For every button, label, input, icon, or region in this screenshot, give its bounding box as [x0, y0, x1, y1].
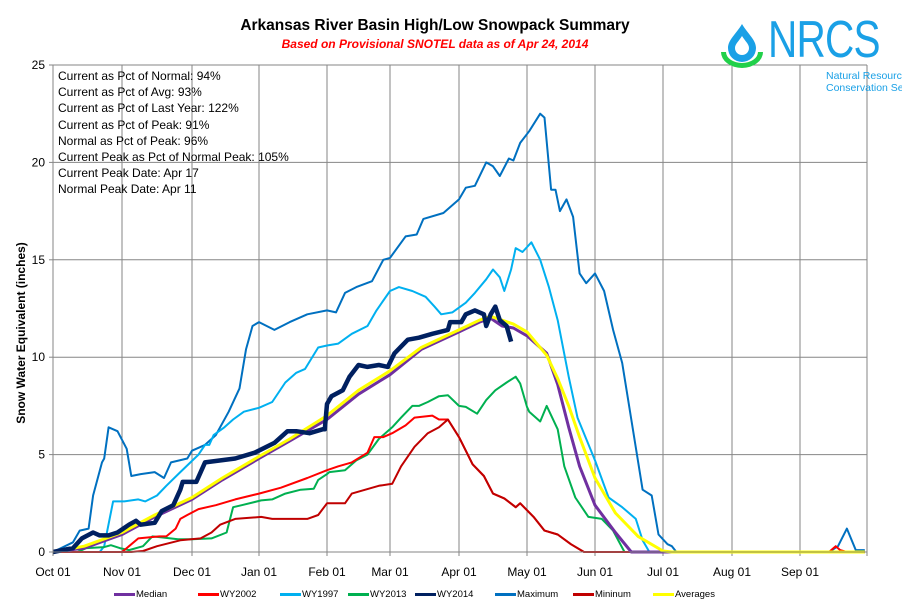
y-tick-label: 5 [38, 448, 45, 462]
x-tick-label: Apr 01 [441, 565, 477, 579]
stat-pct-last-year: Current as Pct of Last Year: 122% [58, 101, 239, 116]
legend-item-wy2014: WY2014 [415, 589, 473, 600]
y-tick-label: 20 [32, 155, 46, 169]
legend-item-averages: Averages [653, 589, 715, 600]
legend-item-wy2002: WY2002 [198, 589, 256, 600]
x-tick-label: Sep 01 [781, 565, 819, 579]
legend-label: WY1997 [302, 589, 339, 600]
water-drop-icon [721, 24, 763, 68]
legend-item-mininum: Mininum [573, 589, 631, 600]
legend-label: WY2002 [220, 589, 257, 600]
y-tick-label: 0 [38, 545, 45, 559]
legend-swatch [348, 593, 369, 596]
series-lines [52, 112, 865, 555]
legend-item-maximum: Maximum [495, 589, 558, 600]
legend-label: Median [136, 589, 168, 600]
axes: 0 5 10 15 20 25 Oct 01 Nov 01 Dec 01 Jan 01 Feb 01… [32, 58, 867, 579]
logo-line2: Conservation Service [826, 82, 902, 94]
logo-line1: Natural Resources [826, 70, 902, 82]
y-tick-label: 25 [32, 58, 46, 72]
stat-normal-pct-peak: Normal as Pct of Peak: 96% [58, 133, 209, 148]
x-tick-label: Dec 01 [173, 565, 211, 579]
x-tick-label: Jun 01 [577, 565, 613, 579]
nrcs-logo: NRCS Natural Resources Conservation Serv… [715, 11, 902, 98]
y-tick-label: 15 [32, 253, 46, 267]
x-tick-label: Nov 01 [103, 565, 141, 579]
x-tick-label: Oct 01 [35, 565, 71, 579]
stat-normal-peak-date: Normal Peak Date: Apr 11 [58, 182, 197, 197]
legend-swatch [653, 593, 674, 596]
series-line-median [52, 316, 865, 554]
legend-label: WY2014 [437, 589, 474, 600]
series-line-maximum [52, 112, 865, 553]
series-line-wy2014 [52, 304, 514, 555]
legend-label: Maximum [517, 589, 559, 600]
logo-wordmark: NRCS [768, 11, 881, 69]
y-axis-label: Snow Water Equivalent (inches) [14, 242, 28, 424]
series-line-wy1997 [53, 241, 865, 553]
gridlines [52, 64, 868, 556]
chart-subtitle: Based on Provisional SNOTEL data as of A… [281, 37, 589, 51]
legend-item-median: Median [114, 589, 167, 600]
legend-item-wy1997: WY1997 [280, 589, 338, 600]
legend-swatch [198, 593, 219, 596]
x-tick-label: Mar 01 [371, 565, 409, 579]
legend-label: Mininum [595, 589, 631, 600]
y-tick-label: 10 [32, 350, 46, 364]
series-line-mininum [53, 418, 865, 553]
legend-swatch [415, 593, 436, 596]
stat-pct-normal: Current as Pct of Normal: 94% [58, 69, 221, 83]
chart-title: Arkansas River Basin High/Low Snowpack S… [240, 17, 630, 34]
legend-item-wy2013: WY2013 [348, 589, 406, 600]
legend-swatch [280, 593, 301, 596]
stat-peak-pct-normal-peak: Current Peak as Pct of Normal Peak: 105% [58, 150, 289, 165]
legend-label: WY2013 [370, 589, 407, 600]
stat-current-peak-date: Current Peak Date: Apr 17 [58, 166, 199, 181]
legend-swatch [114, 593, 135, 596]
x-tick-label: Aug 01 [713, 565, 751, 579]
x-tick-label: Jul 01 [647, 565, 679, 579]
x-tick-label: Feb 01 [308, 565, 346, 579]
stats-block: Current as Pct of Normal: 94% Current as… [58, 68, 289, 198]
stat-pct-peak: Current as Pct of Peak: 91% [58, 117, 210, 132]
x-tick-label: May 01 [507, 565, 547, 579]
stat-pct-avg: Current as Pct of Avg: 93% [58, 85, 202, 100]
legend-swatch [573, 593, 594, 596]
legend-swatch [495, 593, 516, 596]
legend-label: Averages [675, 589, 715, 600]
x-tick-label: Jan 01 [241, 565, 277, 579]
